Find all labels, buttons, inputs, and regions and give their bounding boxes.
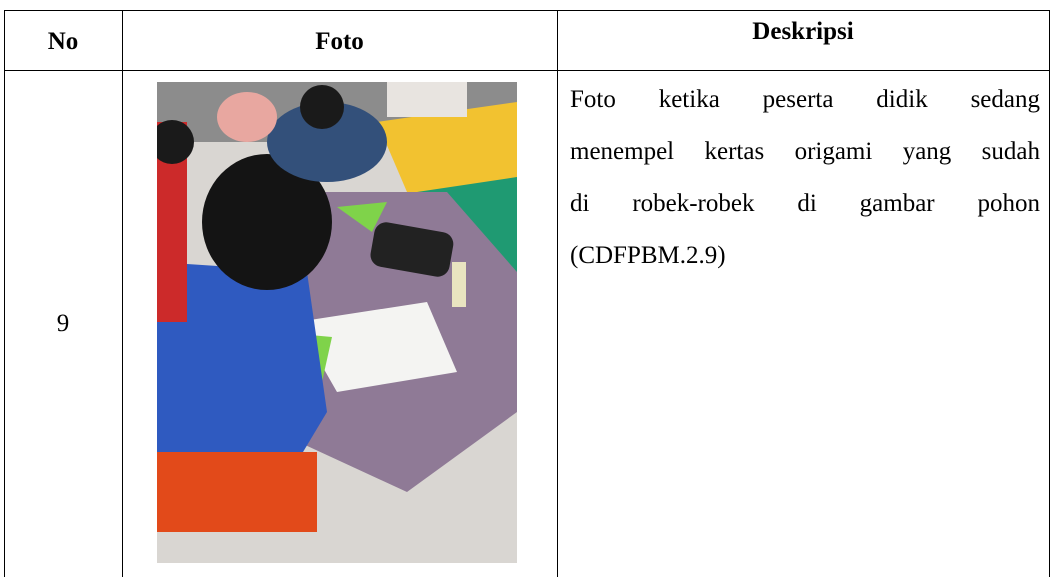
row-number: 9 bbox=[56, 310, 70, 337]
description: Foto ketika peserta didik sedang menempe… bbox=[570, 74, 1040, 282]
table-border bbox=[1049, 10, 1050, 577]
header-cell: Deskripsi bbox=[752, 18, 854, 45]
table-border bbox=[557, 10, 558, 577]
description-line: di robek-robek di gambar pohon bbox=[570, 190, 1040, 217]
description-line: Foto ketika peserta didik sedang bbox=[570, 86, 1040, 113]
header-cell: Foto bbox=[315, 28, 364, 55]
table-border bbox=[4, 10, 1050, 11]
description-line: (CDFPBM.2.9) bbox=[570, 242, 726, 269]
description-line: menempel kertas origami yang sudah bbox=[570, 138, 1040, 165]
header-cell: No bbox=[47, 28, 79, 55]
table-border bbox=[4, 10, 5, 577]
photo bbox=[157, 82, 517, 563]
table-border bbox=[4, 70, 1050, 71]
table-border bbox=[122, 10, 123, 577]
